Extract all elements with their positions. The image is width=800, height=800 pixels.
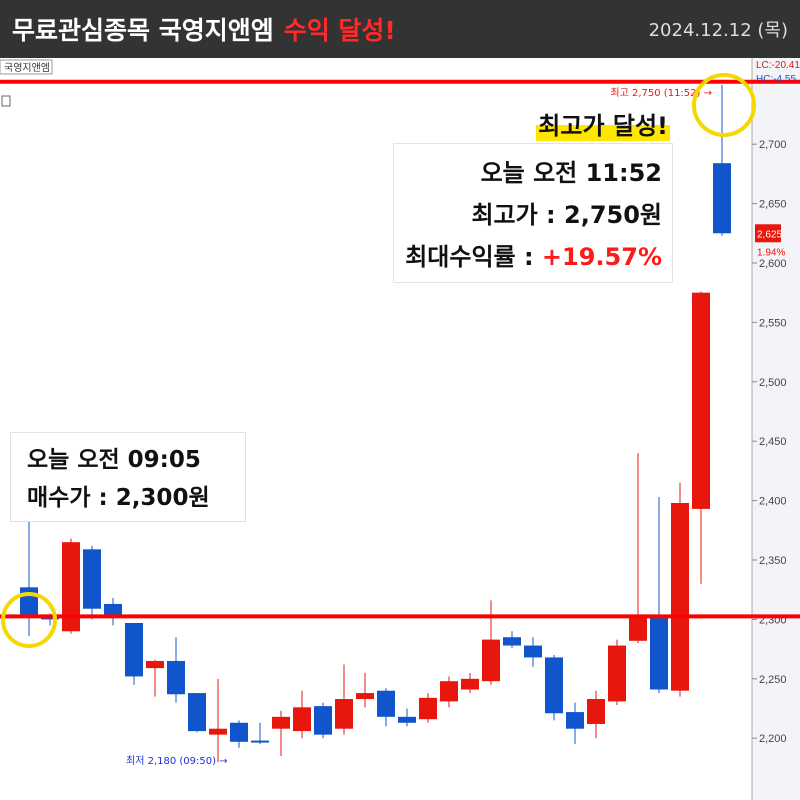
- candle-body: [608, 645, 626, 702]
- candle-body: [209, 728, 227, 735]
- last-price-box: [755, 224, 781, 243]
- highlight-circle: [1, 592, 57, 648]
- candle-body: [692, 292, 710, 509]
- title-highlight: 수익 달성!: [283, 16, 396, 45]
- candle-body: [524, 645, 542, 658]
- candle-body: [545, 657, 563, 714]
- icon: [1, 95, 11, 107]
- candle-body: [83, 549, 101, 609]
- candle-body: [671, 502, 689, 691]
- candle-body: [587, 699, 605, 724]
- low-marker: 최저 2,180 (09:50) →: [126, 755, 228, 767]
- y-tick-label: 2,250: [759, 674, 787, 686]
- candle-body: [62, 542, 80, 632]
- candle-body: [314, 706, 332, 735]
- candle-body: [566, 712, 584, 729]
- series-label-box: [0, 59, 53, 75]
- buy-time: 오늘 오전 09:05: [27, 447, 201, 473]
- axis-panel: [752, 58, 800, 800]
- candle-body: [503, 637, 521, 646]
- candle-body: [293, 707, 311, 732]
- peak-badge: 최고가 달성!: [536, 106, 670, 141]
- title: 무료관심종목 국영지앤엠: [12, 16, 274, 45]
- candle-body: [125, 622, 143, 677]
- series-label: 국영지앤엠: [4, 62, 50, 74]
- candle-body: [461, 678, 479, 690]
- candle-body: [335, 699, 353, 729]
- return-value: +19.57%: [541, 243, 662, 271]
- candle-body: [230, 722, 248, 742]
- candle-body: [104, 603, 122, 618]
- candle-body: [188, 693, 206, 732]
- y-tick-label: 2,500: [759, 377, 787, 389]
- candle-body: [713, 163, 731, 234]
- header: 무료관심종목 국영지앤엠 수익 달성! 2024.12.12 (목): [0, 0, 800, 58]
- candle-body: [377, 690, 395, 717]
- y-tick-label: 2,350: [759, 555, 787, 567]
- last-change: 1.94%: [757, 247, 785, 258]
- y-tick-label: 2,550: [759, 317, 787, 329]
- candle-body: [419, 697, 437, 720]
- last-price-label: 2,625: [757, 229, 782, 240]
- candle-body: [440, 681, 458, 702]
- y-tick-label: 2,650: [759, 199, 787, 211]
- date: 2024.12.12 (목): [648, 20, 788, 41]
- buy-price: 매수가 : 2,300원: [27, 485, 210, 511]
- highlight-circle: [692, 73, 756, 137]
- return-label: 최대수익률 :: [405, 243, 542, 271]
- y-tick-label: 2,400: [759, 496, 787, 508]
- peak-box: 오늘 오전 11:52 최고가 : 2,750원 최대수익률 : +19.57%: [393, 143, 673, 283]
- peak-time: 오늘 오전 11:52: [480, 159, 662, 187]
- y-tick-label: 2,450: [759, 436, 787, 448]
- axis-note: LC:-20.41: [756, 60, 800, 71]
- candle-body: [20, 587, 38, 618]
- candle-body: [482, 639, 500, 682]
- peak-price: 최고가 : 2,750원: [471, 201, 662, 229]
- candle-body: [272, 716, 290, 729]
- candle-body: [167, 660, 185, 695]
- candle-body: [650, 615, 668, 690]
- high-marker: 최고 2,750 (11:52) →: [610, 87, 712, 99]
- candle-body: [629, 615, 647, 641]
- candle-body: [398, 716, 416, 723]
- peak-return: 최대수익률 : +19.57%: [394, 236, 662, 278]
- axis-note: HC:-4.55: [756, 74, 796, 85]
- y-tick-label: 2,600: [759, 258, 787, 270]
- y-tick-label: 2,200: [759, 733, 787, 745]
- candle-body: [251, 740, 269, 743]
- candle-body: [356, 693, 374, 700]
- candle-body: [146, 660, 164, 669]
- buy-box: 오늘 오전 09:05 매수가 : 2,300원: [10, 432, 246, 522]
- y-tick-label: 2,700: [759, 139, 787, 151]
